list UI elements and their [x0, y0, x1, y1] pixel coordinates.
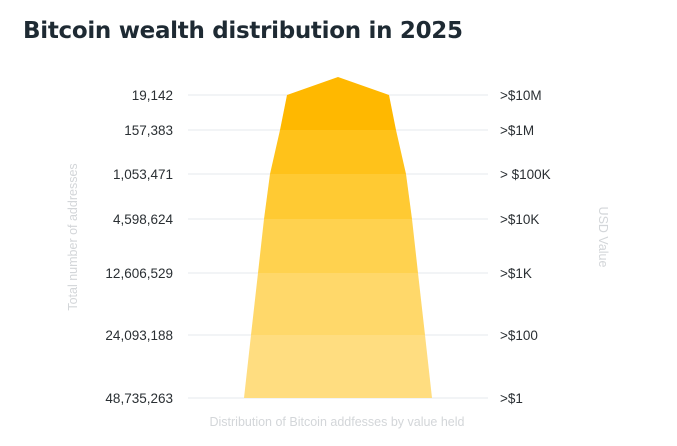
funnel-band: [258, 219, 418, 273]
funnel-bands: [244, 77, 432, 398]
usd-value-label: >$1: [500, 391, 523, 406]
address-count-label: 157,383: [124, 123, 173, 138]
funnel-tip: [287, 77, 389, 95]
funnel-band: [270, 130, 406, 174]
chart-title: Bitcoin wealth distribution in 2025: [23, 18, 463, 44]
address-count-label: 24,093,188: [105, 328, 173, 343]
funnel-band: [264, 174, 412, 219]
y-axis-left-label: Total number of addresses: [66, 163, 80, 310]
x-axis-label: Distribution of Bitcoin addfesses by val…: [209, 415, 464, 429]
address-count-label: 48,735,263: [105, 391, 173, 406]
usd-value-label: > $100K: [500, 167, 551, 182]
address-count-label: 4,598,624: [113, 212, 174, 227]
funnel-band: [251, 273, 425, 335]
usd-value-label: >$10M: [500, 88, 542, 103]
funnel-band: [244, 335, 432, 398]
usd-value-label: >$100: [500, 328, 538, 343]
usd-value-label: >$1K: [500, 266, 532, 281]
address-count-label: 19,142: [132, 88, 173, 103]
address-count-label: 12,606,529: [105, 266, 173, 281]
usd-value-label: >$10K: [500, 212, 539, 227]
usd-value-label: >$1M: [500, 123, 534, 138]
funnel-band: [280, 95, 396, 130]
y-axis-right-label: USD Value: [596, 207, 610, 268]
usd-value-labels: >$10M >$1M > $100K >$10K >$1K >$100 >$1: [500, 88, 551, 406]
address-count-label: 1,053,471: [113, 167, 173, 182]
address-count-labels: 19,142 157,383 1,053,471 4,598,624 12,606,52…: [105, 88, 173, 406]
